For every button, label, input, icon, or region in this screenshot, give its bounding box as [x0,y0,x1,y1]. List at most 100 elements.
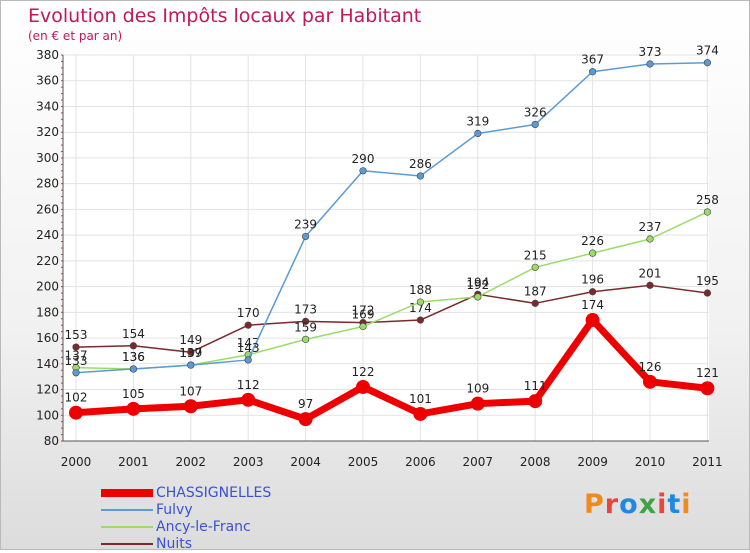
data-label: 286 [409,157,432,171]
data-point [187,348,195,356]
data-point [244,321,252,329]
y-tick-label: 240 [36,228,59,242]
data-label: 154 [122,327,145,341]
data-point [588,249,597,257]
data-point [359,167,367,175]
legend-swatch [101,509,153,511]
y-tick-label: 280 [36,177,59,191]
logo-letter: x [638,489,658,520]
data-point [588,68,597,76]
y-tick-label: 360 [36,74,59,88]
data-point [531,120,539,129]
data-point [531,263,539,271]
data-point [129,342,137,350]
data-label: 201 [639,266,662,280]
y-tick-label: 80 [44,434,59,448]
legend-label: Fulvy [156,502,193,518]
y-tick-label: 320 [36,125,59,139]
data-label: 174 [581,298,604,312]
data-label: 215 [524,248,547,262]
data-point [416,298,425,306]
data-point [528,394,543,409]
x-tick-label: 2009 [577,455,608,469]
y-tick-label: 200 [36,280,59,294]
y-tick-label: 160 [36,331,59,345]
data-label: 194 [466,275,489,289]
x-tick-label: 2002 [176,455,207,469]
data-label: 111 [524,379,547,393]
data-point [474,293,482,301]
logo-letter: P [584,489,605,520]
data-label: 239 [294,217,317,231]
data-label: 153 [65,328,88,342]
series-line [75,316,708,423]
y-tick-label: 380 [36,48,59,62]
data-label: 187 [524,284,547,298]
chart-title: Evolution des Impôts locaux par Habitant [28,5,422,27]
y-tick-label: 300 [36,151,59,165]
y-tick-label: 220 [36,254,59,268]
logo-letter: i [681,489,692,520]
data-label: 196 [581,273,604,287]
x-tick-label: 2005 [348,455,379,469]
logo-letter: t [667,489,682,520]
legend-label: Nuits [156,536,193,552]
legend-swatch [101,489,153,497]
y-tick-label: 260 [36,202,59,216]
data-label: 326 [524,105,547,119]
data-label: 159 [294,320,317,334]
data-label: 373 [639,45,662,59]
data-label: 102 [65,391,88,405]
data-label: 105 [122,387,145,401]
x-tick-label: 2000 [61,455,92,469]
chart-subtitle: (en € et par an) [28,29,123,43]
data-point [302,317,310,325]
data-point [356,379,370,394]
data-point [413,406,428,421]
data-point [703,59,712,67]
y-tick-label: 140 [36,357,59,371]
data-label: 169 [352,307,375,321]
x-tick-label: 2003 [233,455,264,469]
data-point [646,281,654,289]
data-point [416,316,425,324]
data-label: 107 [179,384,202,398]
logo-letter: i [657,489,668,520]
data-point [588,288,597,296]
data-point [69,405,83,420]
data-label: 170 [237,306,260,320]
y-tick-label: 340 [36,99,59,113]
data-label: 192 [466,278,489,292]
data-label: 109 [466,382,489,396]
data-point [302,232,310,241]
data-label: 173 [294,302,317,316]
data-point [643,374,657,389]
data-point [129,365,137,373]
data-point [302,335,310,343]
y-tick-label: 120 [36,383,59,397]
series-line [75,61,708,374]
data-label: 126 [639,360,662,374]
data-label: 139 [179,346,202,360]
data-label: 133 [65,354,88,368]
data-label: 137 [179,346,202,360]
legend-label: CHASSIGNELLES [156,485,272,501]
data-point [72,343,80,351]
y-tick-label: 180 [36,305,59,319]
data-label: 319 [466,114,489,128]
data-point [126,401,141,416]
data-point [244,356,252,364]
x-tick-label: 2010 [635,455,666,469]
data-point [183,399,198,414]
plot-area [63,55,709,441]
data-label: 122 [352,365,375,379]
x-tick-label: 2006 [405,455,436,469]
x-tick-label: 2001 [118,455,149,469]
data-label: 136 [122,350,145,364]
legend-label: Ancy-le-Franc [156,519,251,535]
y-tick-label: 100 [36,408,59,422]
data-label: 367 [581,53,604,67]
data-label: 188 [409,283,432,297]
